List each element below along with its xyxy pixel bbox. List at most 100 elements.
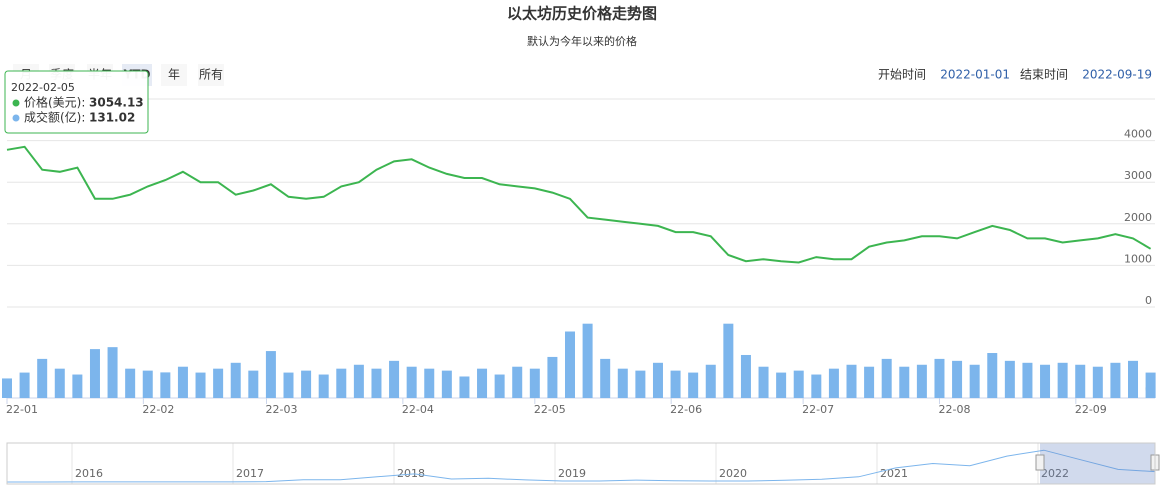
volume-bar xyxy=(142,370,153,398)
x-tick-label: 22-03 xyxy=(266,403,298,416)
y-tick-label: 2000 xyxy=(1124,211,1152,224)
volume-bar xyxy=(899,366,910,398)
volume-bar xyxy=(160,372,171,398)
x-tick-label: 22-09 xyxy=(1075,403,1107,416)
volume-bar xyxy=(318,374,329,398)
navigator-label: 2018 xyxy=(397,467,425,480)
y-tick-label: 4000 xyxy=(1124,128,1152,141)
volume-bar xyxy=(828,368,839,398)
volume-bar xyxy=(617,368,628,398)
volume-bar xyxy=(652,362,663,398)
volume-bar xyxy=(89,349,100,398)
volume-bar xyxy=(494,374,505,398)
volume-bar xyxy=(389,360,400,398)
navigator-label: 2022 xyxy=(1041,467,1069,480)
range-button-label[interactable]: 年 xyxy=(168,68,180,82)
volume-bar xyxy=(371,368,382,398)
tooltip-box xyxy=(4,70,149,134)
navigator-label: 2019 xyxy=(558,467,586,480)
x-tick-label: 22-02 xyxy=(142,403,174,416)
x-tick-label: 22-01 xyxy=(6,403,38,416)
start-label: 结束时间 xyxy=(1020,68,1068,82)
volume-bar xyxy=(723,323,734,398)
volume-bar xyxy=(864,366,875,398)
volume-bar xyxy=(459,376,470,398)
volume-bar xyxy=(1022,362,1033,398)
y-tick-label: 0 xyxy=(1145,294,1152,307)
volume-bar xyxy=(54,368,65,398)
volume-bar xyxy=(424,368,435,398)
tooltip-value: 3054.13 xyxy=(89,96,144,110)
x-tick-label: 22-04 xyxy=(402,403,434,416)
range-button-label[interactable]: 所有 xyxy=(199,68,223,82)
volume-bar xyxy=(441,370,452,398)
volume-bar xyxy=(846,364,857,398)
volume-bar xyxy=(740,354,751,398)
volume-bar xyxy=(336,368,347,398)
navigator-handle[interactable] xyxy=(1035,454,1045,471)
start-label: 开始时间 xyxy=(878,68,926,82)
y-tick-label: 3000 xyxy=(1124,169,1152,182)
volume-bar xyxy=(72,374,83,398)
range-button[interactable] xyxy=(161,64,187,86)
volume-bar xyxy=(177,366,188,398)
y-tick-label: 1000 xyxy=(1124,252,1152,265)
volume-bar xyxy=(19,372,30,398)
navigator-selection[interactable] xyxy=(1040,443,1155,484)
volume-bar xyxy=(635,370,646,398)
tooltip-dot xyxy=(12,99,20,107)
tooltip-name: 成交额(亿): xyxy=(24,110,85,125)
volume-bar xyxy=(1040,364,1051,398)
volume-bar xyxy=(688,372,699,398)
volume-bar xyxy=(248,370,259,398)
volume-bar xyxy=(301,370,312,398)
volume-bar xyxy=(705,364,716,398)
volume-bar xyxy=(2,378,12,398)
volume-bar xyxy=(1145,372,1156,398)
volume-bar xyxy=(547,356,558,398)
volume-bar xyxy=(969,364,980,398)
volume-bar xyxy=(353,364,364,398)
navigator-label: 2021 xyxy=(880,467,908,480)
volume-bar xyxy=(776,372,787,398)
volume-bar xyxy=(195,372,206,398)
volume-bar xyxy=(916,364,927,398)
x-tick-label: 22-08 xyxy=(938,403,970,416)
price-line xyxy=(6,145,1152,264)
volume-bar xyxy=(230,362,241,398)
volume-bar xyxy=(1092,366,1103,398)
range-button[interactable] xyxy=(198,64,224,86)
volume-bar xyxy=(283,372,294,398)
volume-bar xyxy=(600,358,611,398)
x-tick-label: 22-05 xyxy=(534,403,566,416)
volume-bar xyxy=(107,347,118,398)
volume-bar xyxy=(811,374,822,398)
volume-bar xyxy=(1075,364,1086,398)
end-date[interactable]: 2022-09-19 xyxy=(1082,68,1152,82)
tooltip-value: 131.02 xyxy=(89,111,135,125)
x-tick-label: 22-06 xyxy=(670,403,702,416)
chart-subtitle: 默认为今年以来的价格 xyxy=(527,34,637,48)
volume-bar xyxy=(265,351,276,398)
navigator-line xyxy=(7,449,1156,483)
tooltip-name: 价格(美元): xyxy=(24,95,85,110)
volume-bar xyxy=(881,358,892,398)
volume-bar xyxy=(529,368,540,398)
navigator-label: 2017 xyxy=(236,467,264,480)
volume-bar xyxy=(1128,360,1139,398)
volume-bar xyxy=(477,368,488,398)
volume-bar xyxy=(1110,362,1121,398)
volume-bar xyxy=(213,368,224,398)
navigator-label: 2016 xyxy=(75,467,103,480)
tooltip-date: 2022-02-05 xyxy=(11,81,75,94)
x-tick-label: 22-07 xyxy=(802,403,834,416)
volume-bar xyxy=(565,331,576,398)
volume-bar xyxy=(987,353,998,398)
volume-bar xyxy=(1057,362,1068,398)
volume-bar xyxy=(670,370,681,398)
volume-bar xyxy=(582,323,593,398)
tooltip-dot xyxy=(12,114,20,122)
start-date[interactable]: 2022-01-01 xyxy=(940,68,1010,82)
chart-title: 以太坊历史价格走势图 xyxy=(507,5,657,23)
